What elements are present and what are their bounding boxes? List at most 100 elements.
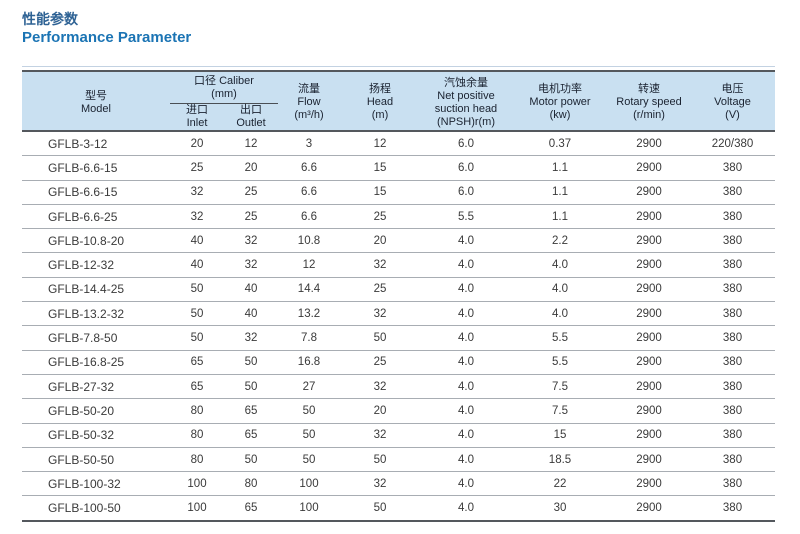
value-cell: 2900 bbox=[608, 203, 690, 229]
table-row: GFLB-6.6-15 25 20 6.6 15 6.0 1.1 2900 380 bbox=[22, 155, 775, 181]
model-cell: GFLB-3-12 bbox=[48, 136, 108, 151]
value-cell: 380 bbox=[690, 349, 775, 375]
table-row: GFLB-3-12 20 12 3 12 6.0 0.37 2900 220/380 bbox=[22, 131, 775, 156]
value-cell: 40 bbox=[170, 228, 224, 253]
value-cell: 4.0 bbox=[420, 228, 512, 253]
value-cell: 100 bbox=[170, 495, 224, 521]
value-cell: 32 bbox=[170, 179, 224, 205]
col-header-motor-power: 电机功率 Motor power (kw) bbox=[529, 83, 591, 121]
value-cell: 380 bbox=[690, 155, 775, 181]
value-cell: 27 bbox=[278, 373, 340, 399]
page-title: 性能参数 Performance Parameter bbox=[22, 10, 191, 47]
value-cell: 4.0 bbox=[512, 301, 608, 326]
model-cell: GFLB-7.8-50 bbox=[22, 325, 170, 351]
value-cell: 1.1 bbox=[512, 179, 608, 205]
value-cell: 380 bbox=[690, 301, 775, 326]
value-cell: 1.1 bbox=[512, 203, 608, 229]
spec-table: 型号 Model 口径 Caliber (mm) 流量 Flow (m³/h) … bbox=[22, 70, 775, 522]
value-cell: 65 bbox=[224, 495, 278, 521]
value-cell: 220/380 bbox=[711, 137, 754, 150]
value-cell: 2.2 bbox=[512, 228, 608, 253]
col-header-model: 型号 Model bbox=[81, 89, 111, 115]
table-row: GFLB-100-32 100 80 100 32 4.0 22 2900 380 bbox=[22, 471, 775, 496]
model-cell: GFLB-6.6-25 bbox=[22, 203, 170, 229]
value-cell: 3 bbox=[305, 137, 313, 150]
value-cell: 50 bbox=[170, 301, 224, 326]
value-cell: 5.5 bbox=[512, 349, 608, 375]
value-cell: 30 bbox=[512, 495, 608, 521]
value-cell: 80 bbox=[170, 446, 224, 472]
value-cell: 50 bbox=[340, 325, 420, 351]
value-cell: 50 bbox=[340, 495, 420, 521]
table-header: 型号 Model 口径 Caliber (mm) 流量 Flow (m³/h) … bbox=[22, 71, 775, 131]
value-cell: 50 bbox=[224, 446, 278, 472]
table-row: GFLB-50-50 80 50 50 50 4.0 18.5 2900 380 bbox=[22, 446, 775, 472]
value-cell: 12 bbox=[244, 137, 258, 150]
table-row: GFLB-13.2-32 50 40 13.2 32 4.0 4.0 2900 380 bbox=[22, 301, 775, 326]
value-cell: 380 bbox=[690, 179, 775, 205]
value-cell: 15 bbox=[340, 179, 420, 205]
value-cell: 380 bbox=[690, 398, 775, 424]
value-cell: 20 bbox=[340, 398, 420, 424]
model-cell: GFLB-100-50 bbox=[22, 495, 170, 521]
value-cell: 4.0 bbox=[420, 276, 512, 302]
value-cell: 40 bbox=[170, 252, 224, 278]
performance-parameter-table: 型号 Model 口径 Caliber (mm) 流量 Flow (m³/h) … bbox=[22, 66, 775, 522]
value-cell: 22 bbox=[512, 471, 608, 496]
value-cell: 25 bbox=[224, 203, 278, 229]
value-cell: 380 bbox=[690, 203, 775, 229]
model-cell: GFLB-16.8-25 bbox=[22, 349, 170, 375]
value-cell: 65 bbox=[170, 373, 224, 399]
value-cell: 80 bbox=[170, 398, 224, 424]
value-cell: 6.0 bbox=[420, 179, 512, 205]
value-cell: 25 bbox=[340, 276, 420, 302]
value-cell: 7.8 bbox=[278, 325, 340, 351]
col-header-rotary-speed: 转速 Rotary speed (r/min) bbox=[616, 83, 682, 121]
value-cell: 25 bbox=[170, 155, 224, 181]
value-cell: 50 bbox=[278, 398, 340, 424]
value-cell: 6.6 bbox=[278, 155, 340, 181]
value-cell: 32 bbox=[340, 252, 420, 278]
col-header-voltage: 电压 Voltage (V) bbox=[714, 83, 751, 121]
value-cell: 4.0 bbox=[420, 422, 512, 448]
model-cell: GFLB-50-50 bbox=[22, 446, 170, 472]
model-cell: GFLB-13.2-32 bbox=[22, 301, 170, 326]
value-cell: 80 bbox=[224, 471, 278, 496]
value-cell: 50 bbox=[278, 422, 340, 448]
value-cell: 18.5 bbox=[512, 446, 608, 472]
value-cell: 100 bbox=[278, 471, 340, 496]
model-cell: GFLB-50-20 bbox=[22, 398, 170, 424]
value-cell: 32 bbox=[224, 325, 278, 351]
value-cell: 25 bbox=[340, 203, 420, 229]
page-title-english: Performance Parameter bbox=[22, 29, 192, 46]
model-cell: GFLB-50-32 bbox=[22, 422, 170, 448]
table-row: GFLB-100-50 100 65 100 50 4.0 30 2900 380 bbox=[22, 495, 775, 521]
value-cell: 12 bbox=[278, 252, 340, 278]
value-cell: 4.0 bbox=[420, 373, 512, 399]
value-cell: 4.0 bbox=[420, 446, 512, 472]
value-cell: 100 bbox=[278, 495, 340, 521]
table-body: GFLB-3-12 20 12 3 12 6.0 0.37 2900 220/380 GFLB-6… bbox=[22, 131, 775, 521]
table-top-divider bbox=[22, 66, 775, 67]
value-cell: 4.0 bbox=[420, 252, 512, 278]
table-row: GFLB-10.8-20 40 32 10.8 20 4.0 2.2 2900 380 bbox=[22, 228, 775, 253]
value-cell: 7.5 bbox=[512, 398, 608, 424]
value-cell: 380 bbox=[690, 228, 775, 253]
table-row: GFLB-6.6-25 32 25 6.6 25 5.5 1.1 2900 380 bbox=[22, 203, 775, 229]
model-cell: GFLB-100-32 bbox=[22, 471, 170, 496]
value-cell: 4.0 bbox=[420, 325, 512, 351]
value-cell: 65 bbox=[224, 422, 278, 448]
value-cell: 380 bbox=[690, 276, 775, 302]
value-cell: 40 bbox=[224, 301, 278, 326]
table-row: GFLB-16.8-25 65 50 16.8 25 4.0 5.5 2900 380 bbox=[22, 349, 775, 375]
value-cell: 6.0 bbox=[420, 155, 512, 181]
value-cell: 4.0 bbox=[512, 276, 608, 302]
col-header-npsh: 汽蚀余量 Net positive suction head (NPSH)r(m… bbox=[434, 76, 498, 128]
col-header-flow: 流量 Flow (m³/h) bbox=[294, 83, 324, 121]
value-cell: 13.2 bbox=[278, 301, 340, 326]
value-cell: 32 bbox=[340, 301, 420, 326]
value-cell: 32 bbox=[340, 422, 420, 448]
value-cell: 380 bbox=[690, 252, 775, 278]
value-cell: 12 bbox=[373, 137, 387, 150]
value-cell: 2900 bbox=[608, 228, 690, 253]
